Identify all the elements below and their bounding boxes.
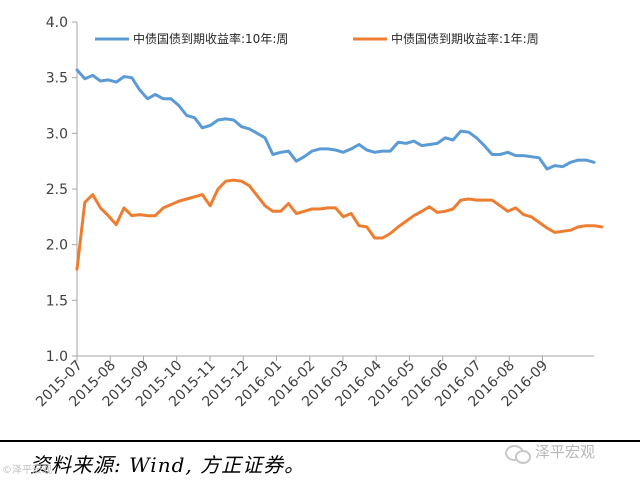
y-tick-label: 1.5: [46, 293, 68, 309]
source-divider: [0, 440, 640, 442]
watermark-left: ©泽平宏观: [2, 465, 52, 476]
y-tick-label: 3.0: [46, 126, 68, 142]
series-line-10y: [75, 68, 596, 171]
axes: [76, 22, 594, 357]
y-tick-label: 4.0: [46, 15, 68, 31]
y-tick-label: 2.0: [46, 238, 68, 254]
watermark: 泽平宏观: [505, 441, 596, 464]
wechat-icon: [505, 442, 531, 464]
line-chart: 1.0 1.5 2.0 2.5 3.0 3.5 4.0 2015-072015-082015…: [33, 15, 604, 410]
y-tick-label: 1.0: [46, 349, 68, 365]
x-axis-ticks: 2015-072015-082015-092015-102015-112015-…: [33, 356, 551, 410]
legend-label: 中债国债到期收益率:1年:周: [391, 31, 539, 46]
legend-label: 中债国债到期收益率:10年:周: [133, 31, 288, 46]
watermark-text: 泽平宏观: [535, 443, 596, 461]
y-axis-ticks: 1.0 1.5 2.0 2.5 3.0 3.5 4.0: [46, 15, 77, 365]
legend: 中债国债到期收益率:10年:周 中债国债到期收益率:1年:周: [95, 31, 539, 46]
series-lines: [75, 68, 604, 271]
source-note: 资料来源: Wind, 方正证券。: [30, 453, 306, 477]
series-line-1y: [75, 178, 604, 271]
y-tick-label: 2.5: [46, 182, 68, 198]
y-tick-label: 3.5: [46, 71, 68, 87]
